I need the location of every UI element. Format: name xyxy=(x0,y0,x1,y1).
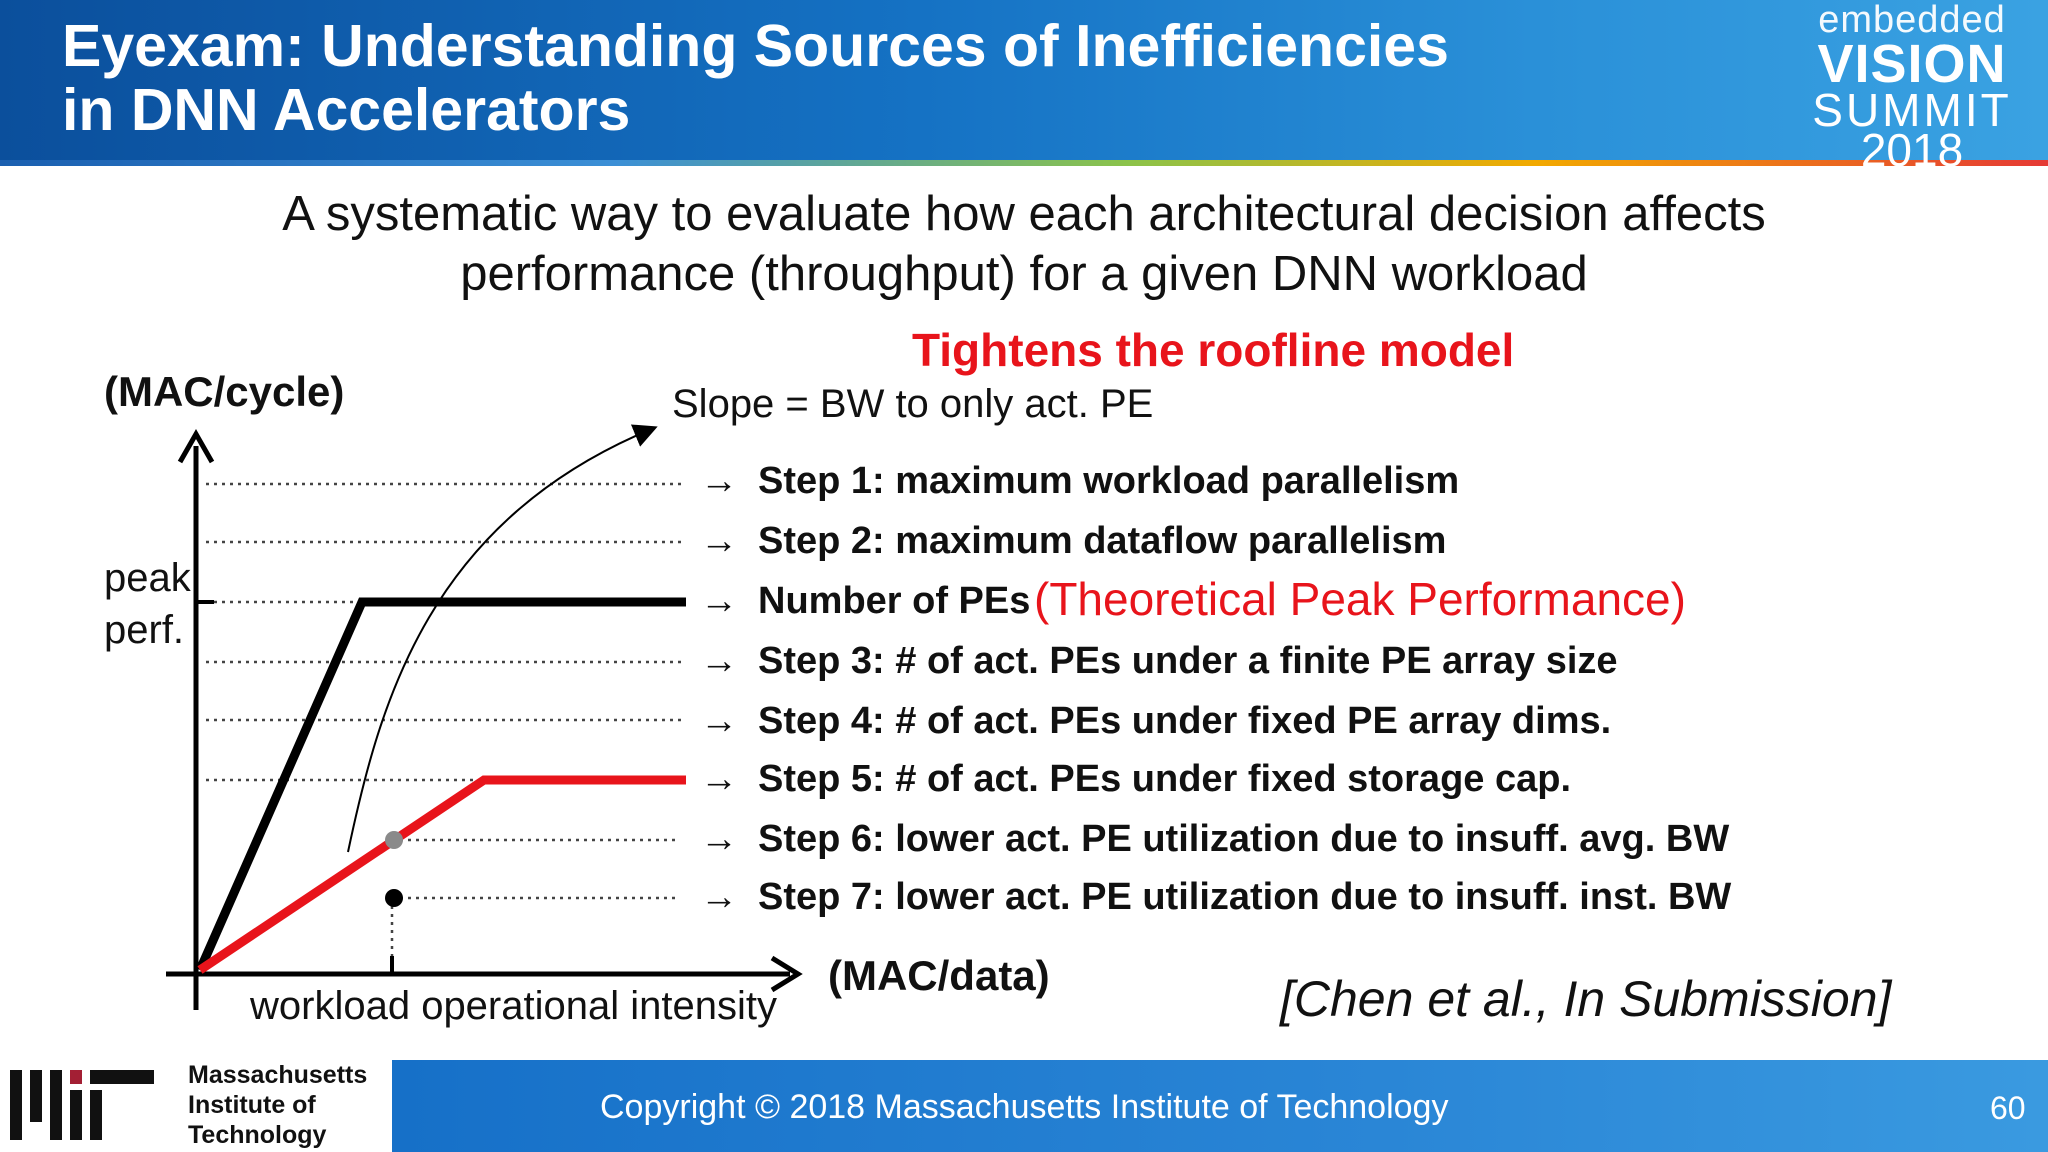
slope-label: Slope = BW to only act. PE xyxy=(672,382,1154,426)
footer-logo-area xyxy=(0,1060,392,1152)
slide-title-line1: Eyexam: Understanding Sources of Ineffic… xyxy=(62,13,1449,79)
step-4-label: Step 4: # of act. PEs under fixed PE arr… xyxy=(758,700,1612,742)
mit-wordmark: Massachusetts Institute of Technology xyxy=(188,1060,367,1150)
point-step6 xyxy=(385,831,403,849)
mit-line2: Institute of xyxy=(188,1091,316,1119)
arrow-icon: → xyxy=(700,700,738,742)
roofline-tightened xyxy=(197,775,686,974)
peak-label-line2: perf. xyxy=(104,608,185,652)
copyright-text: Copyright © 2018 Massachusetts Institute… xyxy=(600,1088,1449,1126)
x-axis-label: (MAC/data) xyxy=(828,952,1050,999)
subtitle-line1: A systematic way to evaluate how each ar… xyxy=(282,187,1766,241)
peak-perf-label: peak perf. xyxy=(104,552,191,656)
arrow-icon: → xyxy=(700,818,738,860)
x-axis-sublabel: workload operational intensity xyxy=(250,984,777,1028)
peak-label-line1: peak xyxy=(104,556,191,600)
mit-logo-icon xyxy=(10,1070,154,1140)
logo-line-summit: SUMMIT xyxy=(1812,84,2012,136)
theoretical-peak-note: (Theoretical Peak Performance) xyxy=(1034,573,1686,625)
slope-pointer-arrow xyxy=(347,424,658,853)
embedded-vision-summit-logo: embedded VISION SUMMIT 2018 xyxy=(1802,0,2022,173)
subtitle-line2: performance (throughput) for a given DNN… xyxy=(460,247,1588,301)
slide-subtitle: A systematic way to evaluate how each ar… xyxy=(0,184,2048,304)
arrow-icon: → xyxy=(700,460,738,502)
citation: [Chen et al., In Submission] xyxy=(1280,971,1892,1027)
arrow-icon: → xyxy=(700,580,738,622)
logo-line-year: 2018 xyxy=(1860,124,1964,176)
footer-bar xyxy=(392,1060,2048,1152)
axes xyxy=(166,446,790,1010)
slide-title-line2: in DNN Accelerators xyxy=(62,77,631,143)
roofline-label: Tightens the roofline model xyxy=(912,324,1515,376)
page-number: 60 xyxy=(1990,1090,2026,1126)
number-of-pes-label: Number of PEs xyxy=(758,580,1031,622)
step-3-label: Step 3: # of act. PEs under a finite PE … xyxy=(758,640,1618,682)
arrow-icon: → xyxy=(700,640,738,682)
logo-line-vision: VISION xyxy=(1817,34,2007,94)
step-2-label: Step 2: maximum dataflow parallelism xyxy=(758,520,1447,562)
header-divider xyxy=(0,160,2048,166)
mit-line1: Massachusetts xyxy=(188,1061,368,1089)
mit-line3: Technology xyxy=(188,1121,327,1149)
point-step7 xyxy=(385,889,403,907)
step-5-label: Step 5: # of act. PEs under fixed storag… xyxy=(758,758,1572,800)
arrow-icon: → xyxy=(700,758,738,800)
arrow-icon: → xyxy=(700,520,738,562)
step-7-label: Step 7: lower act. PE utilization due to… xyxy=(758,876,1732,918)
roofline-theoretical xyxy=(195,597,686,972)
x-axis-arrowhead xyxy=(770,955,803,993)
step-6-label: Step 6: lower act. PE utilization due to… xyxy=(758,818,1730,860)
logo-line-embedded: embedded xyxy=(1818,0,2006,41)
y-axis-label: (MAC/cycle) xyxy=(104,368,345,415)
slide-title: Eyexam: Understanding Sources of Ineffic… xyxy=(62,14,1762,142)
dotted-guide-lines xyxy=(206,482,684,970)
header-bar xyxy=(0,0,2048,160)
arrow-icon: → xyxy=(700,876,738,918)
y-axis-arrowhead xyxy=(177,428,215,464)
step-1-label: Step 1: maximum workload parallelism xyxy=(758,460,1460,502)
